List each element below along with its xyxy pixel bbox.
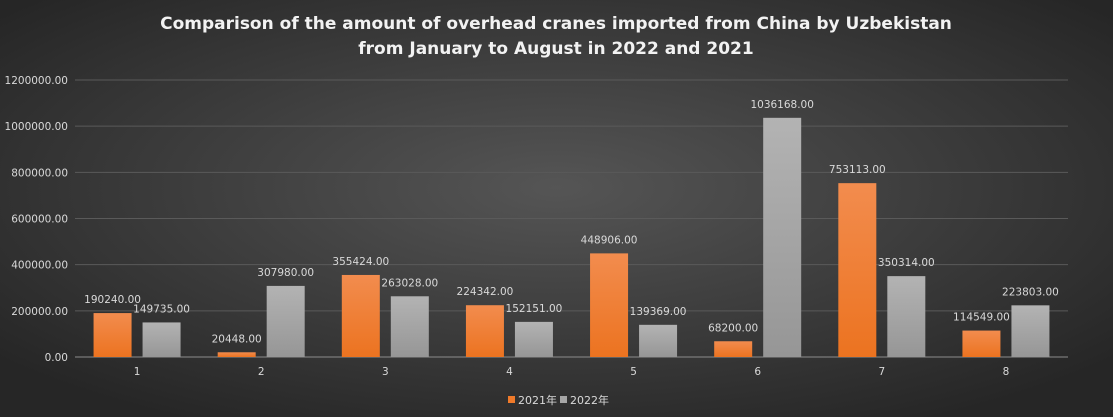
bar-2022年-3 <box>390 296 429 357</box>
legend-label: 2021年 <box>518 393 557 407</box>
data-label: 753113.00 <box>829 164 886 176</box>
bar-2022年-4 <box>514 321 553 357</box>
bar-2022年-2 <box>266 285 305 357</box>
x-tick-label: 4 <box>506 366 513 378</box>
y-tick-label: 0.00 <box>45 352 68 364</box>
x-tick-label: 7 <box>878 366 885 378</box>
y-tick-label: 400000.00 <box>11 260 68 272</box>
bar-2021年-3 <box>341 274 380 357</box>
bar-2022年-7 <box>887 276 926 357</box>
bar-2022年-8 <box>1011 305 1050 357</box>
x-tick-label: 8 <box>1003 366 1010 378</box>
data-label: 307980.00 <box>257 267 314 279</box>
x-tick-label: 5 <box>630 366 637 378</box>
bar-2022年-6 <box>763 117 802 357</box>
data-label: 355424.00 <box>332 256 389 268</box>
data-label: 350314.00 <box>878 257 935 269</box>
x-tick-label: 6 <box>754 366 761 378</box>
x-tick-label: 2 <box>258 366 265 378</box>
y-tick-label: 800000.00 <box>11 167 68 179</box>
x-tick-label: 3 <box>382 366 389 378</box>
bar-2021年-4 <box>465 305 504 357</box>
data-label: 20448.00 <box>212 333 262 345</box>
data-label: 224342.00 <box>457 286 514 298</box>
legend-swatch <box>560 396 567 403</box>
y-tick-label: 1000000.00 <box>5 121 68 133</box>
legend-swatch <box>508 396 515 403</box>
y-tick-label: 200000.00 <box>11 306 68 318</box>
chart-title-line-1: Comparison of the amount of overhead cra… <box>160 14 952 34</box>
data-label: 190240.00 <box>84 294 141 306</box>
data-label: 149735.00 <box>133 303 190 315</box>
bar-2021年-5 <box>590 253 629 357</box>
bar-2022年-1 <box>142 322 181 357</box>
chart-title-line-2: from January to August in 2022 and 2021 <box>358 39 753 59</box>
data-label: 263028.00 <box>381 277 438 289</box>
bar-2022年-5 <box>639 324 678 357</box>
data-label: 139369.00 <box>630 306 687 318</box>
y-tick-label: 600000.00 <box>11 214 68 226</box>
legend-label: 2022年 <box>570 393 609 407</box>
data-label: 114549.00 <box>953 312 1010 324</box>
data-label: 152151.00 <box>506 303 563 315</box>
data-label: 1036168.00 <box>750 99 813 111</box>
bar-2021年-7 <box>838 183 877 357</box>
data-label: 68200.00 <box>708 322 758 334</box>
y-tick-label: 1200000.00 <box>5 75 68 87</box>
bar-2021年-6 <box>714 341 753 357</box>
bar-2021年-1 <box>93 313 132 357</box>
bar-2021年-8 <box>962 330 1001 357</box>
x-tick-label: 1 <box>134 366 141 378</box>
bar-2021年-2 <box>217 352 256 357</box>
data-label: 223803.00 <box>1002 286 1059 298</box>
data-label: 448906.00 <box>581 234 638 246</box>
